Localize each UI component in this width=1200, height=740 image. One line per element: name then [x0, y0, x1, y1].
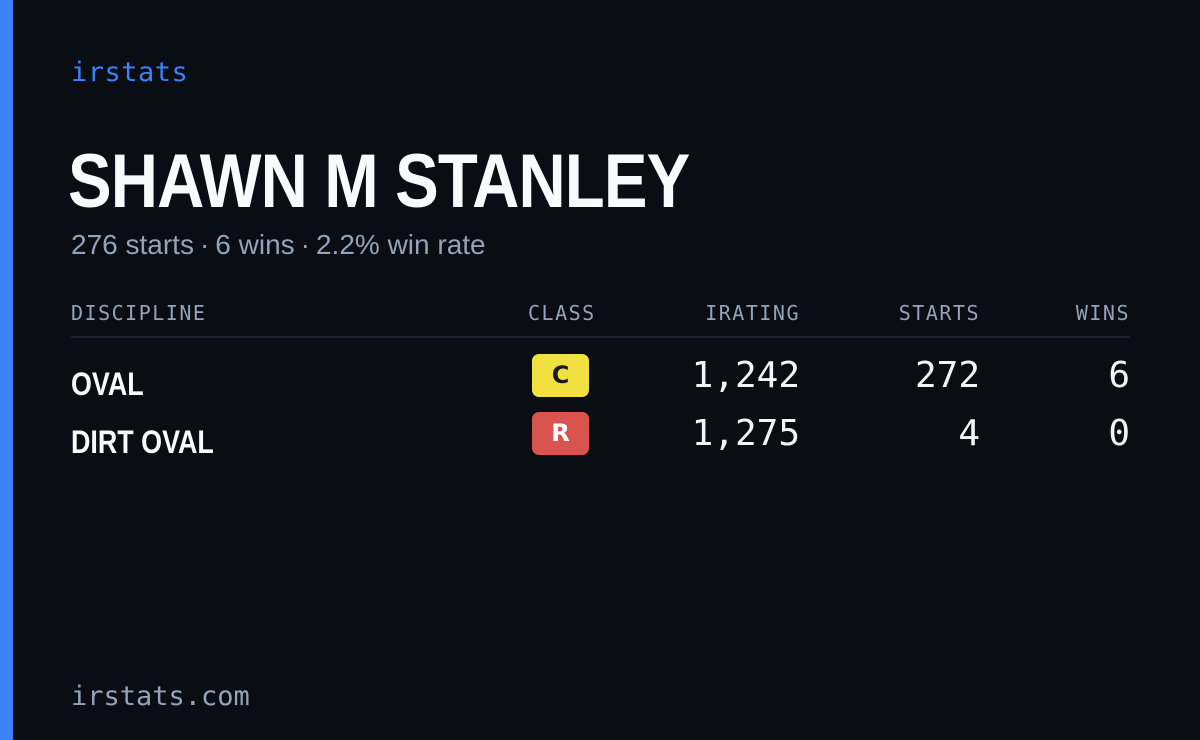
starts-cell: 272 — [914, 355, 980, 396]
wins-summary: 6 wins — [215, 229, 295, 260]
header-wins: WINS — [1075, 301, 1130, 325]
footer-url[interactable]: irstats.com — [71, 681, 250, 712]
header-discipline: DISCIPLINE — [71, 301, 207, 325]
wins-cell: 6 — [1108, 355, 1130, 396]
license-class-badge: R — [532, 412, 589, 455]
driver-summary: 276 starts · 6 wins · 2.2% win rate — [71, 228, 486, 262]
header-class: CLASS — [528, 301, 596, 325]
separator-dot: · — [199, 229, 210, 260]
starts-summary: 276 starts — [71, 229, 194, 260]
header-irating: IRATING — [705, 301, 800, 325]
irating-cell: 1,242 — [691, 355, 800, 396]
discipline-cell: DIRT OVAL — [71, 424, 214, 460]
header-starts: STARTS — [898, 301, 980, 325]
separator-dot: · — [300, 229, 310, 260]
irating-cell: 1,275 — [691, 413, 800, 454]
win-rate-summary: 2.2% win rate — [315, 229, 486, 260]
wins-cell: 0 — [1108, 413, 1130, 454]
starts-cell: 4 — [958, 413, 980, 454]
license-class-badge: C — [532, 354, 589, 397]
accent-bar — [0, 0, 13, 740]
discipline-cell: OVAL — [71, 366, 144, 402]
table-row: OVAL C 1,242 272 6 — [71, 354, 1130, 412]
table-header: DISCIPLINE CLASS IRATING STARTS WINS — [71, 296, 1130, 338]
brand-logo-text[interactable]: irstats — [71, 57, 189, 88]
driver-name: SHAWN M STANLEY — [68, 139, 690, 224]
table-row: DIRT OVAL R 1,275 4 0 — [71, 412, 1130, 470]
license-table: DISCIPLINE CLASS IRATING STARTS WINS OVA… — [71, 296, 1130, 470]
